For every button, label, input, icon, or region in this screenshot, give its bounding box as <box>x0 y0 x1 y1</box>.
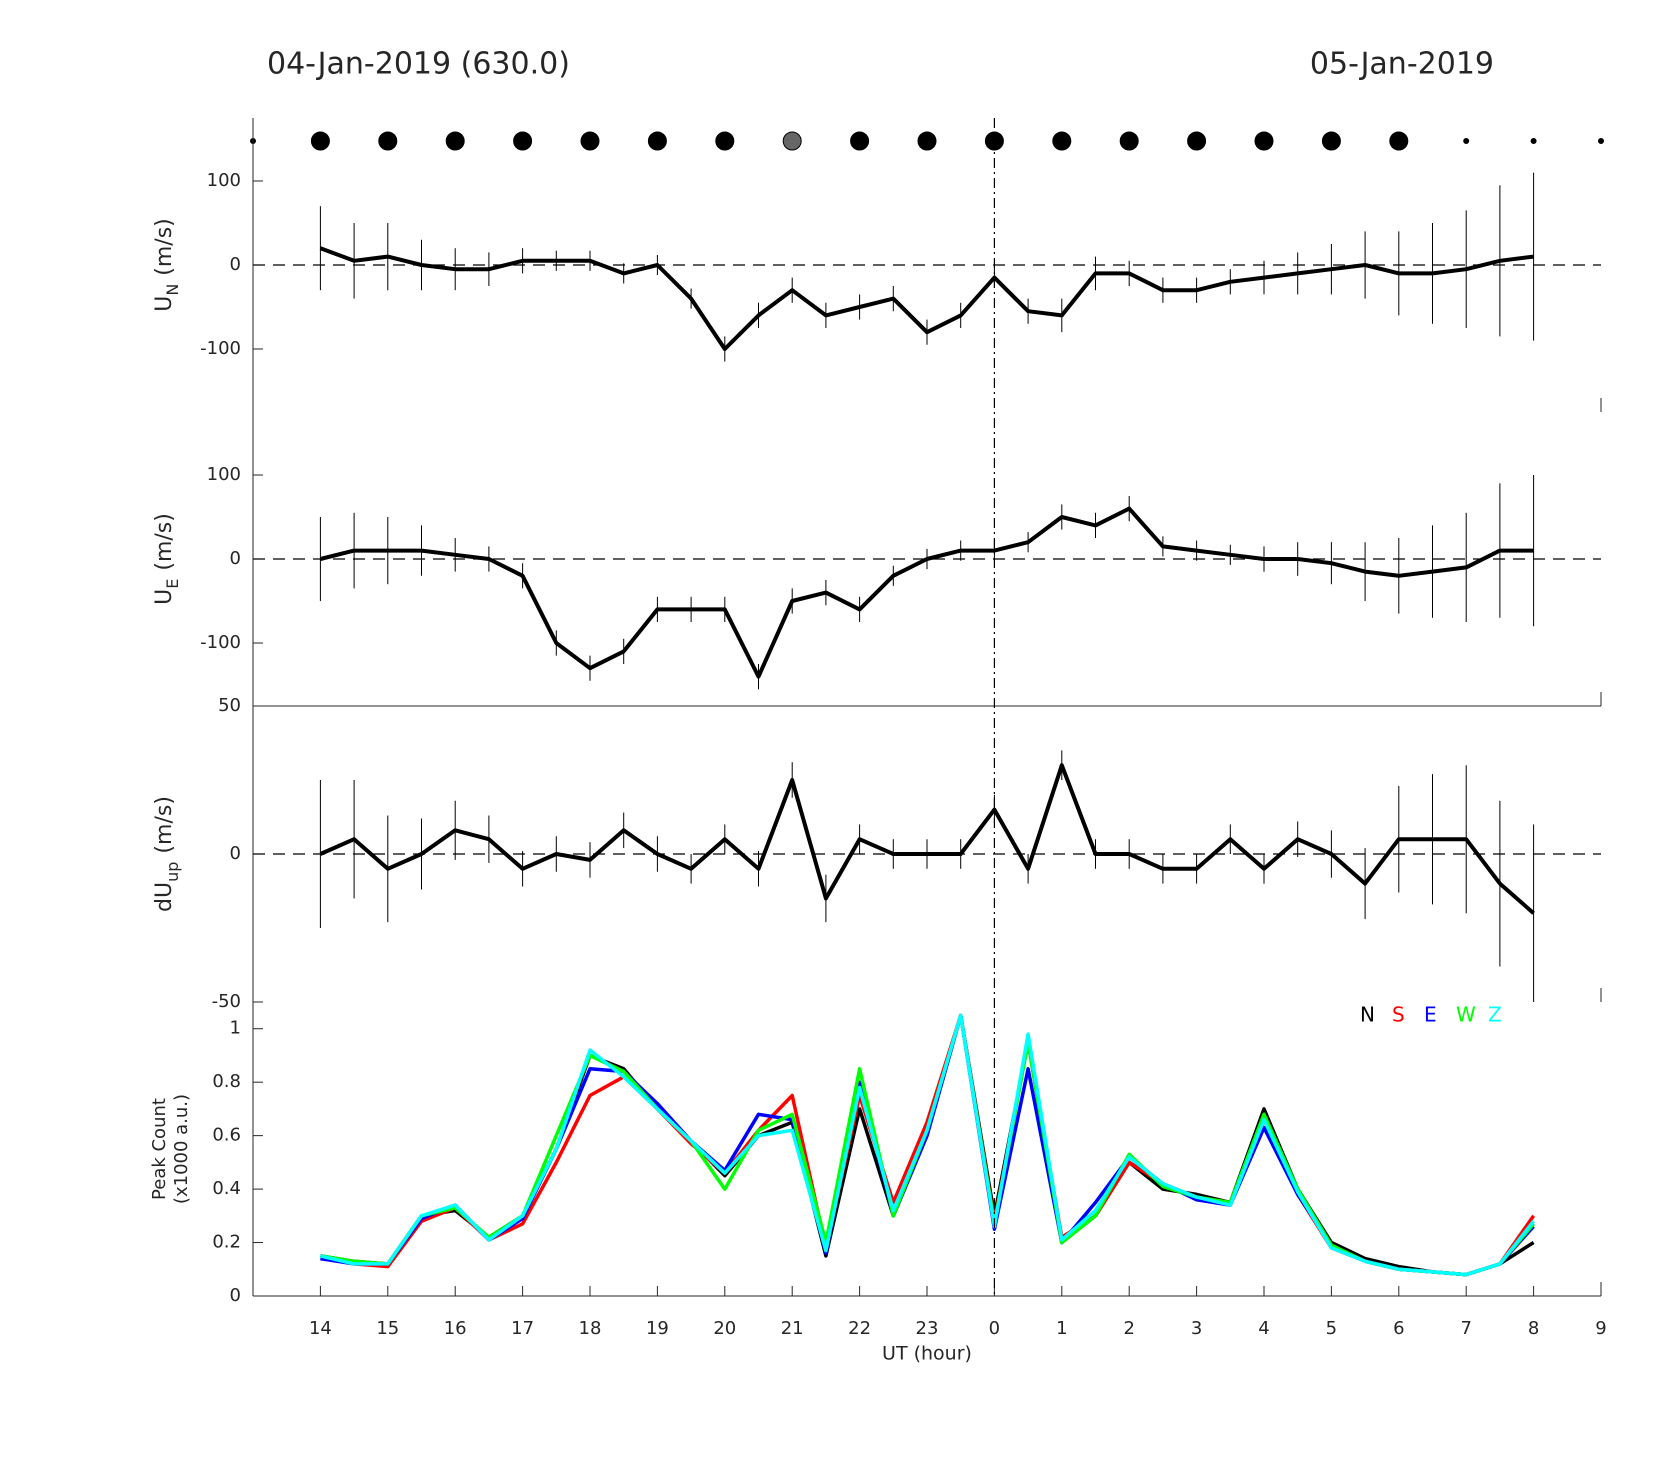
y-tick-label: 1 <box>230 1018 241 1039</box>
x-tick-label: 14 <box>309 1318 332 1339</box>
y-tick-label: 0 <box>230 843 241 864</box>
y-tick-label: 0 <box>230 254 241 275</box>
label-sub: E <box>163 579 182 589</box>
x-tick-label: 7 <box>1460 1318 1471 1339</box>
label-unit: (m/s) <box>152 796 177 853</box>
label-main: dU <box>152 882 177 912</box>
sky-marker <box>715 131 735 151</box>
sky-marker <box>1463 138 1470 144</box>
sky-marker <box>513 131 533 151</box>
y-tick-label: 100 <box>207 464 241 485</box>
y-axis-label: Peak Count <box>149 1098 170 1200</box>
sky-marker <box>1530 138 1537 144</box>
sky-marker <box>1321 131 1341 151</box>
y-tick-label: 0.4 <box>212 1178 241 1199</box>
y-axis-label: UE (m/s) <box>152 513 182 605</box>
label-sub: up <box>163 862 182 882</box>
y-tick-label: -50 <box>212 991 241 1012</box>
date-left: 04-Jan-2019 (630.0) <box>267 47 570 82</box>
mean-line <box>319 246 1534 351</box>
x-tick-label: 1 <box>1056 1318 1067 1339</box>
panel-plot <box>319 172 1535 362</box>
sky-marker <box>1598 138 1604 144</box>
legend-entry: N <box>1360 1003 1375 1027</box>
panel-plot <box>319 475 1535 690</box>
y-tick-label: 0 <box>230 548 241 569</box>
y-tick-label: 0.8 <box>212 1071 241 1092</box>
x-axis-label: UT (hour) <box>882 1343 972 1365</box>
x-tick-label: 0 <box>989 1318 1000 1339</box>
x-tick-label: 8 <box>1528 1318 1539 1339</box>
y-axis-label: (x1000 a.u.) <box>171 1094 192 1204</box>
count-line <box>320 1013 1535 1277</box>
y-tick-label: 0.6 <box>212 1125 241 1146</box>
y-axis-label: dUup (m/s) <box>152 796 182 912</box>
sky-marker <box>445 131 465 151</box>
label-main: U <box>152 296 177 312</box>
sky-marker <box>1389 131 1409 151</box>
legend-entry: Z <box>1488 1003 1502 1027</box>
legend-entry: W <box>1456 1003 1476 1027</box>
x-tick-label: 21 <box>781 1318 804 1339</box>
sky-marker <box>1187 131 1207 151</box>
y-tick-label: 100 <box>207 170 241 191</box>
x-tick-label: 16 <box>444 1318 467 1339</box>
sky-marker <box>580 131 600 151</box>
legend-entry: E <box>1424 1003 1437 1027</box>
count-line <box>320 1013 1535 1277</box>
y-tick-label: 50 <box>218 695 241 716</box>
panel-plot <box>319 750 1535 1002</box>
x-tick-label: 19 <box>646 1318 669 1339</box>
x-tick-label: 5 <box>1326 1318 1337 1339</box>
y-tick-label: 0 <box>230 1285 241 1306</box>
legend-entry: S <box>1392 1003 1405 1027</box>
sky-marker <box>647 131 667 151</box>
date-right: 05-Jan-2019 <box>1310 47 1494 82</box>
x-tick-label: 4 <box>1258 1318 1269 1339</box>
sky-marker <box>850 131 870 151</box>
x-tick-label: 18 <box>579 1318 602 1339</box>
sky-marker <box>1254 131 1274 151</box>
x-tick-label: 17 <box>511 1318 534 1339</box>
sky-marker <box>378 131 398 151</box>
x-tick-label: 23 <box>916 1318 939 1339</box>
y-tick-label: -100 <box>200 632 241 653</box>
count-line <box>319 1013 1536 1277</box>
x-tick-label: 2 <box>1123 1318 1134 1339</box>
x-tick-label: 15 <box>376 1318 399 1339</box>
x-tick-label: 6 <box>1393 1318 1404 1339</box>
label-unit: (m/s) <box>152 218 177 275</box>
sky-marker <box>782 131 802 151</box>
y-tick-label: -100 <box>200 338 241 359</box>
sky-marker <box>310 131 330 151</box>
label-unit: (m/s) <box>152 513 177 570</box>
y-tick-label: 0.2 <box>212 1232 241 1253</box>
count-line <box>320 1013 1535 1277</box>
mean-line <box>319 763 1535 915</box>
x-tick-label: 3 <box>1191 1318 1202 1339</box>
sky-marker <box>1119 131 1139 151</box>
x-tick-label: 20 <box>713 1318 736 1339</box>
panel-plot <box>319 1013 1536 1277</box>
sky-marker <box>1052 131 1072 151</box>
label-main: U <box>152 589 177 605</box>
x-tick-label: 22 <box>848 1318 871 1339</box>
mean-line <box>319 506 1534 679</box>
label-sub: N <box>163 284 182 296</box>
count-line <box>319 1013 1535 1277</box>
sky-marker <box>917 131 937 151</box>
y-axis-label: UN (m/s) <box>152 218 182 312</box>
x-tick-label: 9 <box>1595 1318 1606 1339</box>
